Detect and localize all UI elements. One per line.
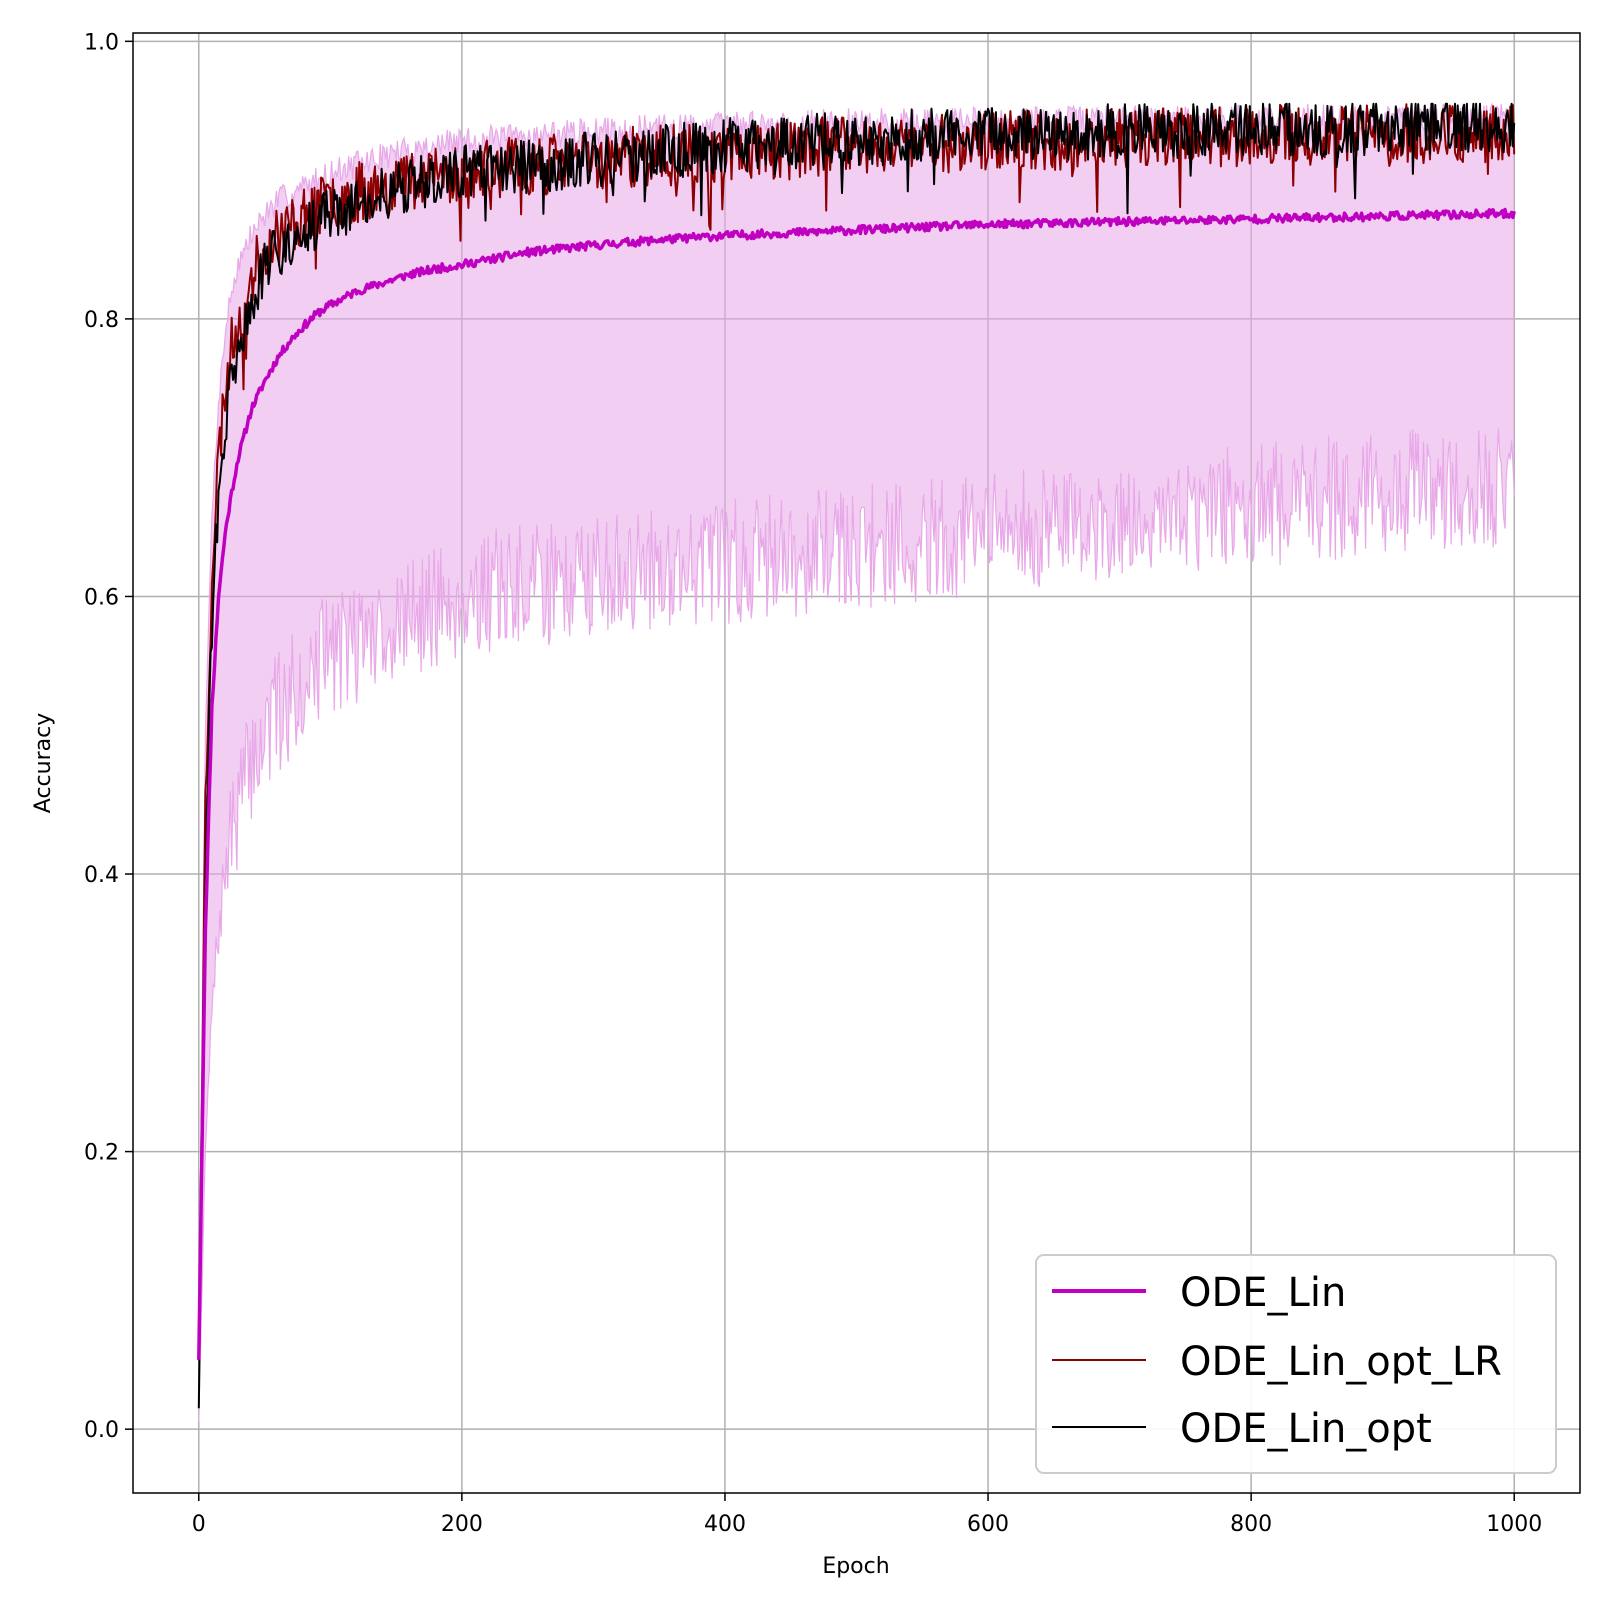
x-tick-label: 600 xyxy=(967,1512,1009,1537)
plot-frame xyxy=(132,32,1581,1494)
y-tick-label: 0.4 xyxy=(84,863,119,888)
legend-label-odelin-opt: ODE_Lin_opt xyxy=(1180,1406,1432,1452)
series-odelin xyxy=(197,207,1516,1360)
legend-label-odelin: ODE_Lin xyxy=(1180,1270,1346,1316)
y-tick-label: 0.8 xyxy=(84,308,119,333)
y-axis-title: Accuracy xyxy=(31,713,56,813)
axis-ticks: 0 200 400 600 800 1000 0.0 0.2 0.4 0.6 0.8 1.0 xyxy=(84,30,1542,1537)
series-odelin-opt xyxy=(197,102,1516,1409)
odelin-band-fill xyxy=(198,103,1515,1423)
series-layer xyxy=(197,102,1516,1409)
odelin-band-lower-edge xyxy=(198,428,1515,1423)
y-tick-label: 0.0 xyxy=(84,1418,119,1443)
legend: ODE_Lin ODE_Lin_opt_LR ODE_Lin_opt xyxy=(1035,1254,1557,1474)
legend-box xyxy=(1035,1254,1557,1474)
x-tick-label: 800 xyxy=(1230,1512,1272,1537)
x-tick-label: 400 xyxy=(704,1512,746,1537)
x-axis-title: Epoch xyxy=(822,1554,889,1579)
y-tick-label: 0.6 xyxy=(84,585,119,610)
x-tick-label: 0 xyxy=(192,1512,206,1537)
legend-label-odelin-opt-lr: ODE_Lin_opt_LR xyxy=(1180,1339,1502,1385)
x-tick-label: 200 xyxy=(441,1512,483,1537)
y-tick-label: 1.0 xyxy=(84,30,119,55)
x-tick-label: 1000 xyxy=(1486,1512,1542,1537)
y-tick-label: 0.2 xyxy=(84,1141,119,1166)
